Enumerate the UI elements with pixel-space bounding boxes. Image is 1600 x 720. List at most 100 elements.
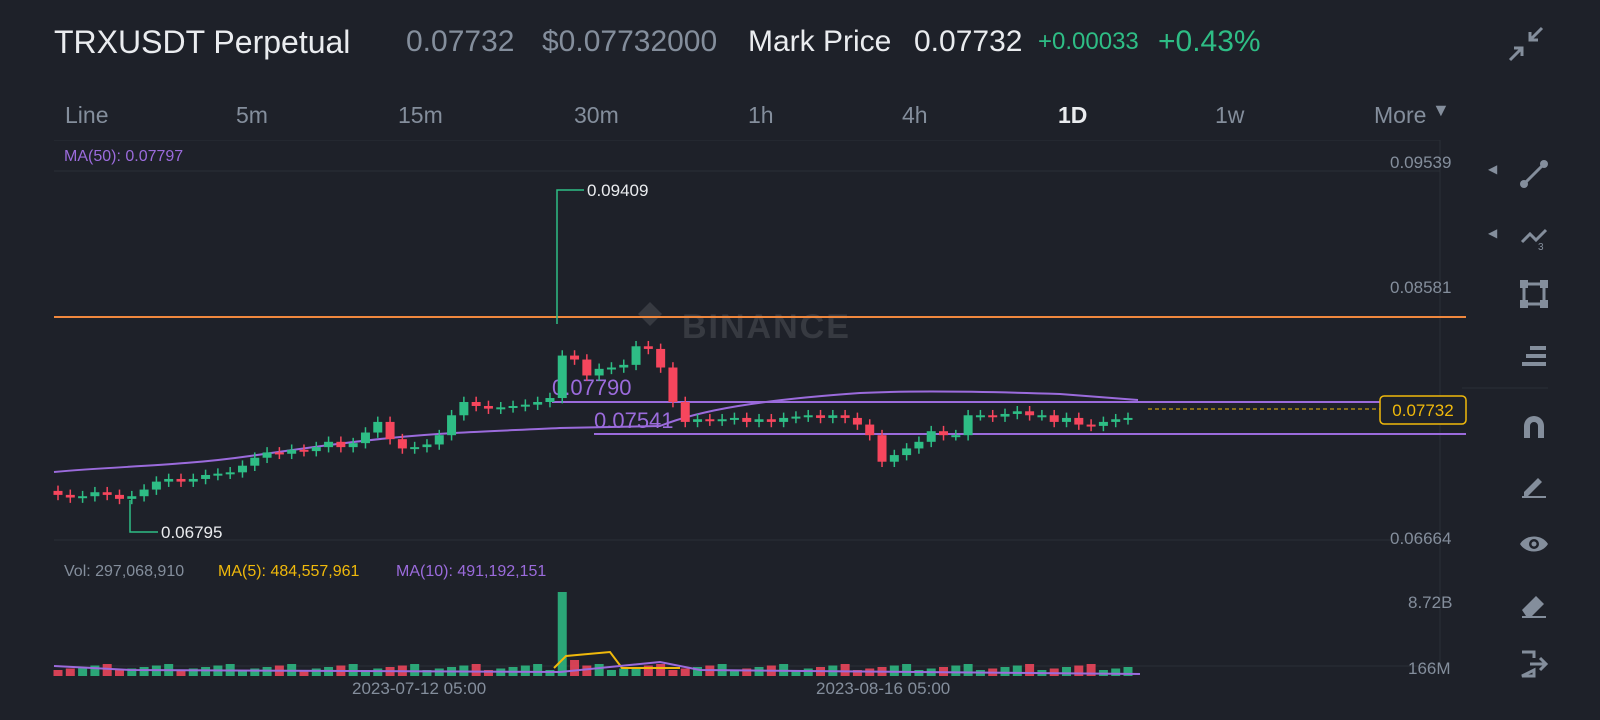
candle-body — [963, 415, 973, 436]
current-price-badge — [1379, 395, 1467, 425]
fibonacci-icon[interactable]: 3 — [1512, 214, 1556, 258]
candle-body — [385, 421, 395, 440]
collapse-icon[interactable] — [1506, 24, 1546, 64]
eye-icon[interactable] — [1512, 522, 1556, 566]
price-axis-tick: 0.09539 — [1390, 153, 1451, 172]
candle-body — [926, 431, 936, 442]
volume-bar — [693, 667, 703, 676]
candle-body — [237, 465, 247, 473]
candle-body — [828, 415, 838, 418]
expand-caret-icon[interactable]: ◀ — [1488, 162, 1498, 176]
candle-body — [852, 417, 862, 425]
exit-icon[interactable] — [1512, 642, 1556, 686]
chevron-down-icon[interactable]: ▼ — [1432, 100, 1450, 120]
ma50-label: MA(50): 0.07797 — [64, 148, 183, 165]
candlestick-chart[interactable]: BINANCE 0.07790 0.07541 0.09409 0.06795 … — [0, 140, 1600, 720]
candles-group — [53, 340, 1133, 505]
low-marker-line — [129, 500, 158, 533]
expand-caret-icon[interactable]: ◀ — [1488, 226, 1498, 240]
candle-body — [693, 419, 703, 422]
candle-body — [311, 447, 321, 452]
volume-bar — [348, 664, 358, 676]
eraser-icon[interactable] — [1512, 582, 1556, 626]
interval-tabs: Line 5m 15m 30m 1h 4h 1D 1w More ▼ — [0, 92, 1600, 140]
candle-body — [176, 478, 186, 482]
candle-body — [520, 404, 530, 407]
date-axis-tick: 2023-07-12 05:00 — [352, 679, 486, 698]
volume-bar — [102, 664, 112, 676]
volume-bar — [422, 670, 432, 676]
volume-bar — [1074, 665, 1084, 676]
tab-1h[interactable]: 1h — [748, 102, 774, 128]
volume-bar — [311, 668, 321, 676]
volume-bar — [791, 670, 801, 676]
tab-4h[interactable]: 4h — [902, 102, 928, 128]
candle-body — [594, 368, 604, 376]
rectangle-icon[interactable] — [1512, 272, 1556, 316]
volume-bar — [643, 665, 653, 676]
volume-bar — [65, 668, 75, 676]
candle-body — [201, 474, 211, 479]
candle-body — [114, 494, 124, 499]
tab-1d[interactable]: 1D — [1058, 102, 1088, 128]
pencil-icon[interactable] — [1512, 462, 1556, 506]
candle-body — [533, 402, 543, 405]
volume-bar — [127, 668, 137, 676]
volume-bars — [53, 592, 1133, 676]
candle-body — [213, 473, 223, 476]
tab-1w[interactable]: 1w — [1215, 102, 1245, 128]
volume-bar — [471, 664, 481, 676]
candle-body — [766, 419, 776, 422]
volume-bar — [299, 670, 309, 676]
volume-bar — [668, 670, 678, 676]
tab-15m[interactable]: 15m — [398, 102, 443, 128]
tab-30m[interactable]: 30m — [574, 102, 619, 128]
symbol-title[interactable]: TRXUSDT Perpetual — [54, 24, 351, 60]
trend-line-icon[interactable] — [1512, 152, 1556, 196]
tab-more[interactable]: More — [1374, 102, 1427, 128]
volume-bar — [1062, 667, 1072, 676]
candle-body — [164, 478, 174, 482]
text-lines-icon[interactable] — [1512, 334, 1556, 378]
volume-bar — [582, 665, 592, 676]
volume-bar — [840, 664, 850, 676]
volume-bar — [250, 668, 260, 676]
tab-line[interactable]: Line — [65, 102, 109, 128]
volume-bar — [410, 664, 420, 676]
candle-body — [803, 415, 813, 418]
volume-bar — [619, 668, 629, 676]
candle-body — [1025, 411, 1035, 416]
volume-bar — [570, 660, 580, 676]
volume-bar — [594, 664, 604, 676]
candle-body — [434, 435, 444, 445]
candle-body — [656, 348, 666, 368]
candle-body — [643, 346, 653, 349]
candle-body — [274, 452, 284, 455]
high-marker-label: 0.09409 — [587, 181, 648, 200]
candle-body — [447, 415, 457, 436]
volume-bar — [483, 670, 493, 676]
candle-body — [582, 359, 592, 376]
tab-5m[interactable]: 5m — [236, 102, 268, 128]
candle-body — [397, 439, 407, 449]
candle-body — [348, 443, 358, 448]
volume-bar — [1000, 667, 1010, 676]
price-change-pct: +0.43% — [1158, 25, 1261, 58]
mark-price-value: 0.07732 — [914, 25, 1023, 58]
candle-body — [225, 472, 235, 475]
volume-bar — [742, 668, 752, 676]
ma50-line — [53, 390, 1139, 473]
volume-bar — [237, 670, 247, 676]
candle-body — [557, 355, 567, 399]
volume-axis-tick: 8.72B — [1408, 593, 1452, 612]
candle-body — [865, 424, 875, 436]
candle-body — [299, 449, 309, 452]
candle-body — [287, 449, 297, 454]
level-lower-label: 0.07541 — [594, 408, 674, 433]
candle-body — [1123, 417, 1133, 420]
candle-body — [570, 355, 580, 360]
volume-bar — [729, 670, 739, 676]
candle-body — [336, 441, 346, 448]
magnet-icon[interactable] — [1512, 404, 1556, 448]
svg-text:3: 3 — [1538, 242, 1544, 252]
